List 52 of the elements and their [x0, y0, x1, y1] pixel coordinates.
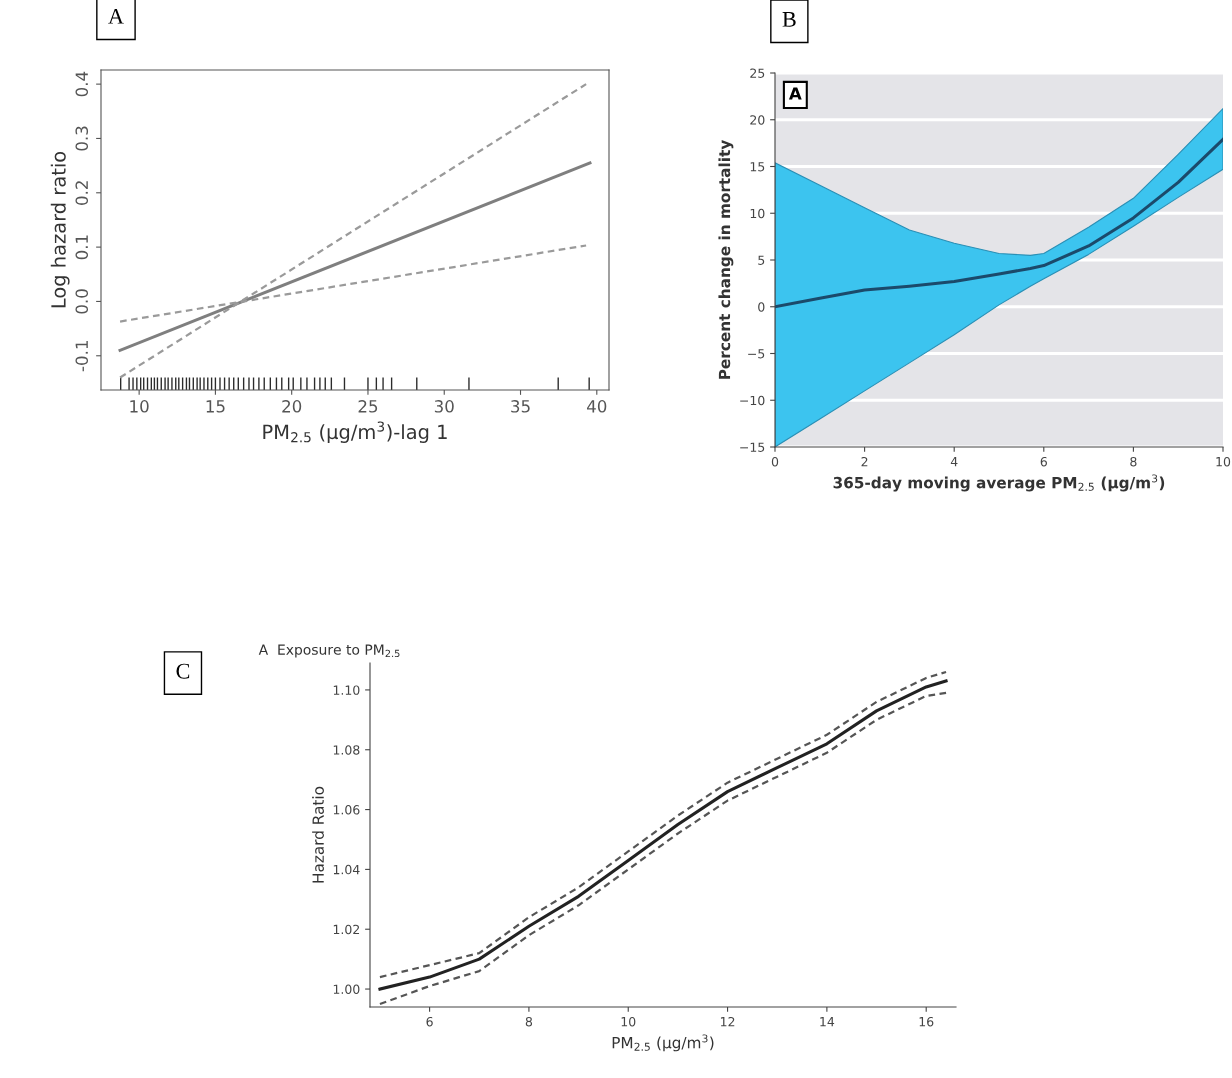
y-tick-label: 0.2 — [75, 181, 89, 205]
y-axis-title: Log hazard ratio — [50, 151, 70, 308]
y-tick-label: 15 — [750, 162, 765, 172]
y-tick-label: 20 — [750, 115, 765, 125]
x-tick-label: 4 — [950, 457, 958, 467]
x-axis-title: 365-day moving average PM$_{2.5}$ (μg/m$^{3}$) — [833, 474, 1165, 492]
chart-title: A Exposure to PM$_{2.5}$ — [258, 644, 400, 658]
y-tick-label: 0.1 — [75, 235, 89, 260]
y-axis-title: Percent change in mortality — [718, 140, 734, 379]
x-tick-label: 8 — [525, 1016, 533, 1027]
text: A — [108, 8, 124, 24]
y-tick-label: 10 — [750, 208, 765, 219]
x-tick-label: 14 — [820, 1017, 835, 1027]
y-tick-label: -0.1 — [75, 341, 89, 372]
x-tick-label: 8 — [1130, 456, 1137, 467]
y-tick-label: −10 — [740, 395, 765, 406]
x-tick-label: 10 — [1216, 456, 1231, 467]
y-tick-label: 25 — [750, 68, 765, 78]
y-tick-label: 0.4 — [75, 71, 89, 97]
y-axis-title: Hazard Ratio — [312, 786, 324, 883]
x-tick-label: 10 — [621, 1016, 636, 1027]
y-tick-label: −5 — [748, 349, 765, 359]
x-tick-label: 0 — [771, 456, 779, 467]
x-tick-label: 25 — [358, 400, 378, 413]
y-tick-label: 0.0 — [75, 289, 89, 314]
x-axis-title: PM$_{2.5}$ (μg/m$^{3}$) — [612, 1034, 714, 1052]
text: C — [176, 663, 190, 679]
x-axis-title: PM$_{2.5}$ (μg/m$^{3}$)-lag 1 — [263, 421, 447, 443]
y-tick-label: 1.06 — [333, 805, 360, 815]
y-tick-label: 1.04 — [333, 864, 360, 875]
text: B — [782, 12, 796, 27]
annotation: A — [788, 87, 802, 100]
y-tick-label: 0 — [758, 302, 765, 312]
y-tick-label: 1.08 — [333, 745, 360, 755]
x-tick-label: 2 — [861, 456, 868, 467]
x-tick-label: 35 — [511, 400, 530, 413]
x-tick-label: 16 — [919, 1016, 934, 1027]
y-tick-label: 5 — [758, 255, 765, 265]
x-tick-label: 6 — [1040, 456, 1047, 467]
y-tick-label: −15 — [740, 442, 765, 452]
y-tick-label: 0.3 — [75, 126, 89, 151]
x-tick-label: 20 — [282, 400, 302, 413]
line-series — [775, 137, 1223, 309]
x-tick-label: 15 — [206, 400, 225, 413]
x-tick-label: 40 — [587, 400, 607, 413]
x-tick-label: 10 — [130, 400, 149, 413]
x-tick-label: 30 — [434, 400, 454, 413]
x-tick-label: 12 — [720, 1016, 735, 1027]
x-tick-label: 6 — [426, 1016, 433, 1027]
y-tick-label: 1.02 — [333, 924, 360, 935]
y-tick-label: 1.00 — [333, 984, 360, 994]
y-tick-label: 1.10 — [333, 685, 360, 695]
